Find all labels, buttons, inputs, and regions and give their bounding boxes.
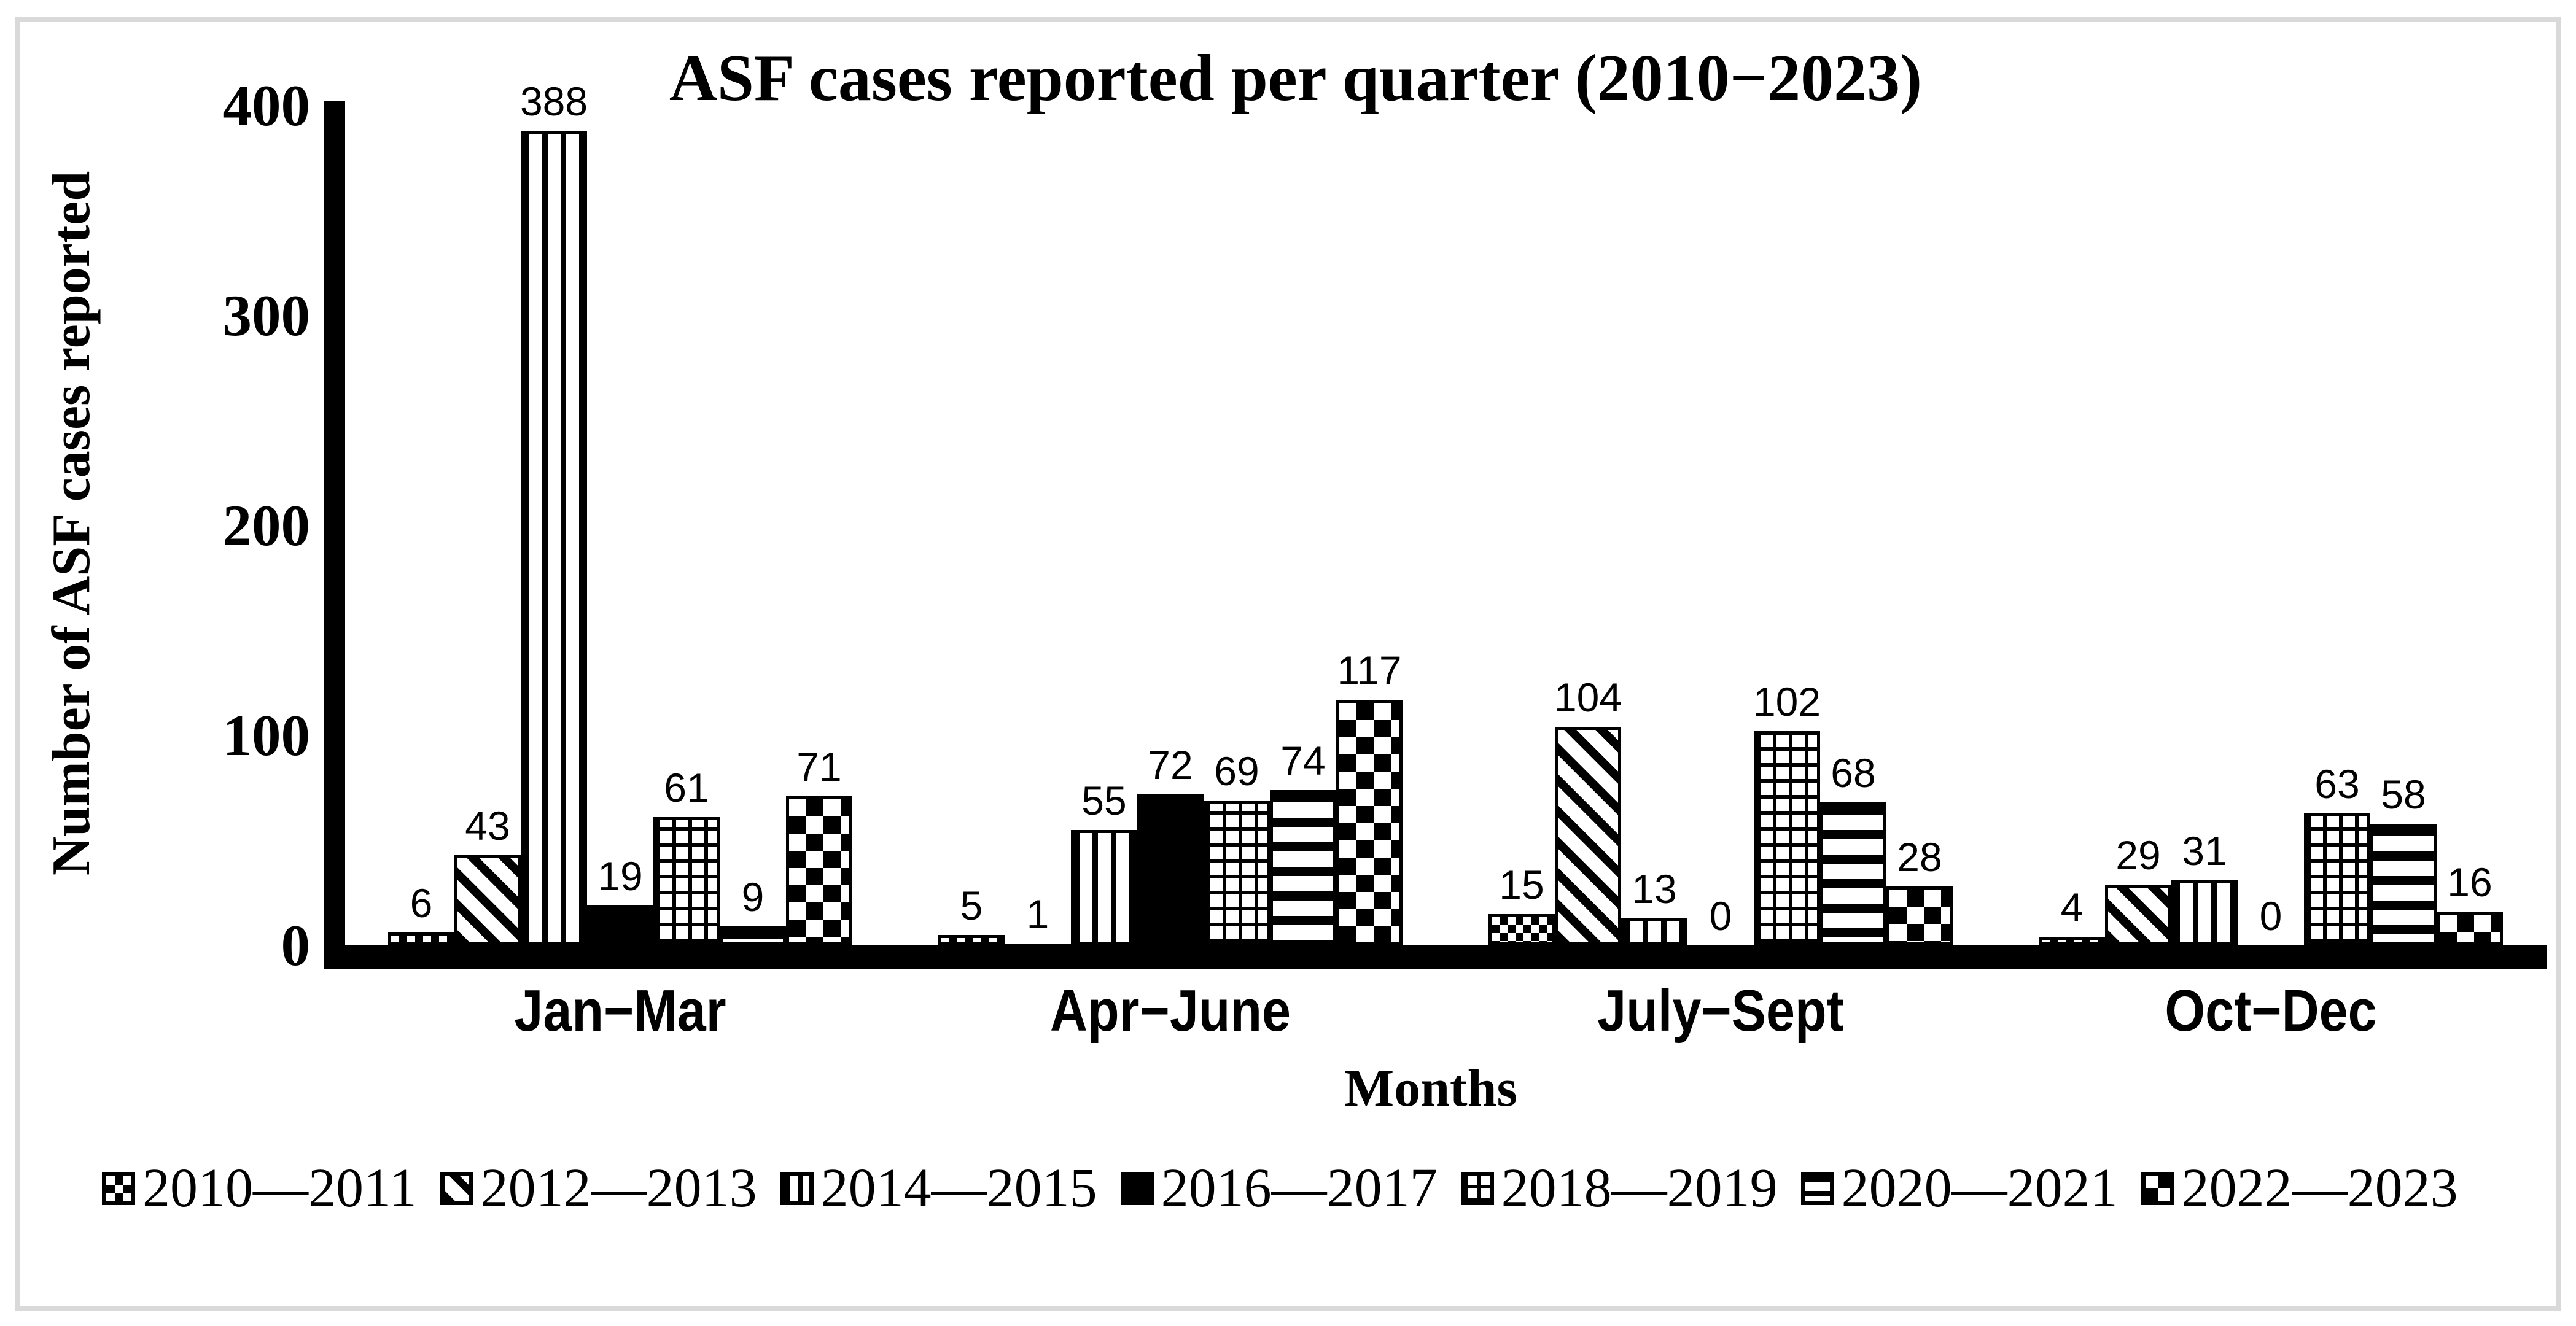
bar-value-label: 5	[960, 883, 983, 928]
bar-2012-2013-Oct-Dec	[2105, 885, 2171, 945]
legend-item: 2018—2019	[1460, 1158, 1778, 1219]
bar-value-label: 9	[741, 874, 765, 920]
bar-2014-2015-July-Sept	[1621, 918, 1687, 945]
legend-label: 2010—2011	[142, 1158, 417, 1219]
legend-label: 2018—2019	[1501, 1158, 1778, 1219]
y-tick-label: 200	[222, 493, 311, 558]
bar-value-label: 4	[2060, 885, 2084, 930]
bar-2020-2021-Oct-Dec	[2370, 824, 2437, 945]
bar-2016-2017-Jan-Mar	[587, 905, 653, 945]
legend-item: 2020—2021	[1800, 1158, 2118, 1219]
legend-label: 2012—2013	[480, 1158, 757, 1219]
bar-value-label: 16	[2447, 859, 2492, 905]
bar-2022-2023-Oct-Dec	[2437, 912, 2503, 945]
bar-2018-2019-Oct-Dec	[2304, 813, 2370, 945]
bar-value-label: 6	[410, 880, 433, 926]
bar-value-label: 15	[1499, 862, 1544, 907]
legend-label: 2020—2021	[1841, 1158, 2118, 1219]
bar-value-label: 74	[1280, 738, 1326, 783]
legend-item: 2014—2015	[780, 1158, 1097, 1219]
bar-value-label: 69	[1214, 748, 1259, 794]
bar-value-label: 31	[2182, 828, 2227, 874]
bar-value-label: 72	[1148, 742, 1193, 788]
bar-2012-2013-Apr-June	[1005, 944, 1071, 945]
bar-2018-2019-Apr-June	[1204, 801, 1270, 945]
y-tick-label: 300	[222, 283, 311, 348]
chart-outer-frame	[15, 17, 2561, 1311]
bar-value-label: 71	[796, 744, 842, 789]
x-axis-title: Months	[1344, 1058, 1517, 1117]
bar-value-label: 63	[2314, 761, 2360, 807]
vertical-stripe-swatch-icon	[780, 1172, 814, 1205]
x-axis-line	[324, 945, 2547, 969]
bar-2020-2021-Apr-June	[1270, 790, 1336, 945]
legend-label: 2016—2017	[1161, 1158, 1438, 1219]
bar-value-label: 117	[1337, 648, 1402, 693]
y-tick-label: 100	[222, 703, 311, 768]
bar-value-label: 0	[2259, 893, 2282, 939]
y-axis-line	[324, 101, 345, 968]
legend-label: 2022—2023	[2181, 1158, 2458, 1219]
bar-2010-2011-Oct-Dec	[2039, 937, 2105, 945]
x-category-label: Apr−June	[1050, 978, 1291, 1044]
bar-2022-2023-Apr-June	[1336, 700, 1403, 945]
legend: 2010—2011 2012—2013 2014—2015 2016—2017 2018…	[102, 1158, 2458, 1219]
horizontal-stripe-swatch-icon	[1800, 1172, 1834, 1205]
bar-value-label: 28	[1897, 834, 1942, 880]
bar-2016-2017-Apr-June	[1137, 794, 1204, 945]
bar-value-label: 1	[1026, 891, 1049, 937]
bar-2012-2013-July-Sept	[1555, 727, 1621, 945]
bar-2022-2023-Jan-Mar	[786, 796, 852, 945]
legend-item: 2012—2013	[440, 1158, 757, 1219]
bar-2020-2021-July-Sept	[1820, 802, 1886, 945]
bar-2014-2015-Apr-June	[1071, 830, 1137, 945]
legend-label: 2014—2015	[820, 1158, 1097, 1219]
bar-value-label: 61	[664, 765, 709, 810]
bar-value-label: 104	[1554, 675, 1622, 720]
x-category-label: Oct−Dec	[2165, 978, 2377, 1044]
bar-2014-2015-Jan-Mar	[521, 131, 587, 945]
grid-swatch-icon	[1460, 1172, 1494, 1205]
bar-2014-2015-Oct-Dec	[2171, 880, 2238, 945]
x-category-label: Jan−Mar	[514, 978, 726, 1044]
diagonal-stripe-swatch-icon	[440, 1172, 473, 1205]
bar-value-label: 43	[465, 803, 510, 848]
small-checkerboard-swatch-icon	[102, 1172, 135, 1205]
bar-2020-2021-Jan-Mar	[720, 926, 786, 945]
bar-2012-2013-Jan-Mar	[454, 855, 521, 945]
bar-value-label: 29	[2115, 832, 2161, 878]
bar-value-label: 13	[1632, 866, 1677, 912]
x-category-label: July−Sept	[1597, 978, 1844, 1044]
bar-value-label: 55	[1081, 778, 1127, 823]
bar-value-label: 388	[519, 79, 588, 124]
bar-2010-2011-Jan-Mar	[388, 932, 454, 945]
legend-item: 2016—2017	[1120, 1158, 1438, 1219]
bar-2018-2019-July-Sept	[1754, 731, 1820, 945]
bar-2022-2023-July-Sept	[1886, 886, 1953, 945]
bar-value-label: 68	[1831, 750, 1876, 796]
bar-2010-2011-July-Sept	[1488, 914, 1555, 945]
bar-value-label: 19	[597, 853, 643, 899]
legend-item: 2022—2023	[2141, 1158, 2458, 1219]
bar-value-label: 58	[2381, 772, 2426, 817]
bar-value-label: 102	[1753, 679, 1821, 724]
large-checkerboard-swatch-icon	[2141, 1172, 2174, 1205]
bar-2010-2011-Apr-June	[938, 935, 1005, 945]
y-tick-label: 400	[222, 73, 311, 138]
y-tick-label: 0	[281, 913, 311, 978]
bar-2018-2019-Jan-Mar	[653, 817, 720, 945]
solid-black-swatch-icon	[1120, 1172, 1154, 1205]
bar-value-label: 0	[1709, 893, 1732, 939]
legend-item: 2010—2011	[102, 1158, 417, 1219]
chart-title: ASF cases reported per quarter (2010−202…	[669, 42, 1923, 115]
